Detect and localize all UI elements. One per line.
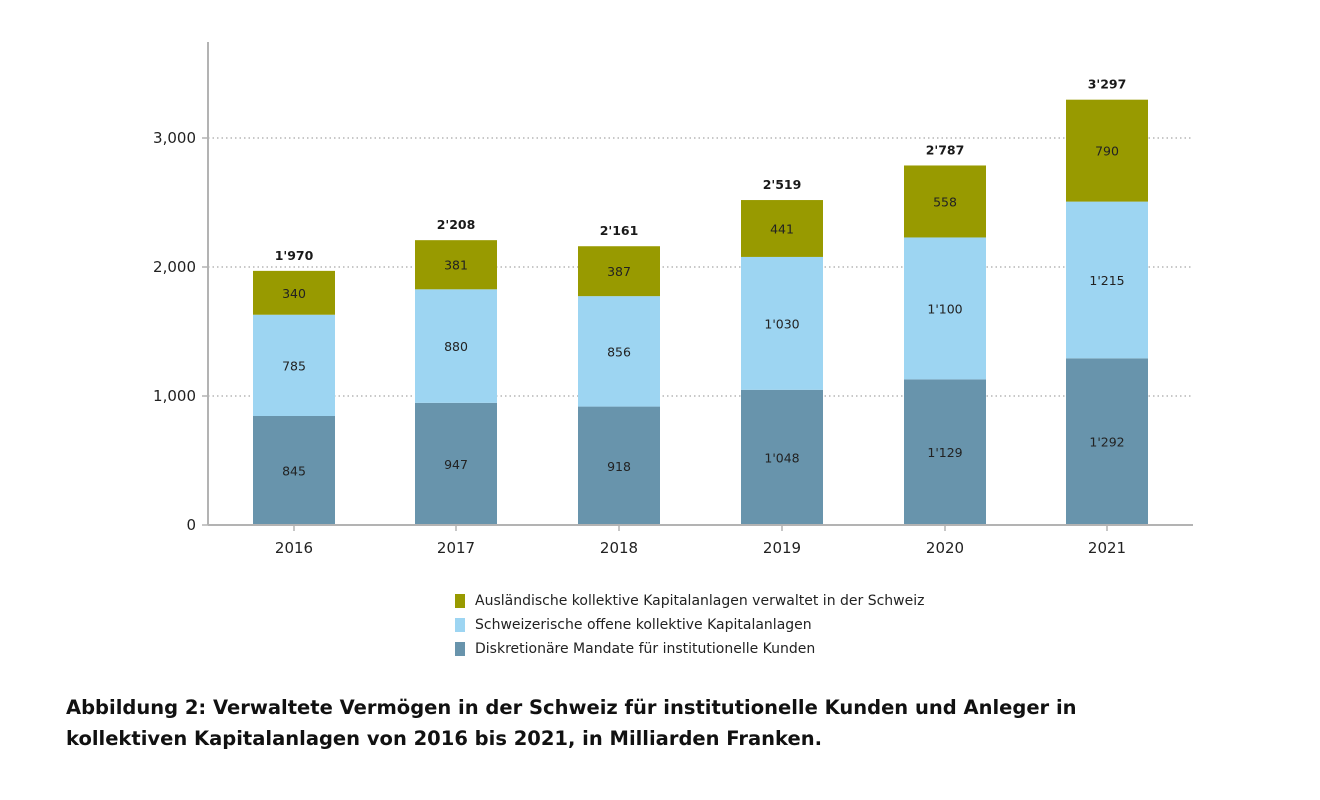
legend-label: Diskretionäre Mandate für institutionell… [475, 641, 816, 657]
legend: Ausländische kollektive Kapitalanlagen v… [455, 589, 924, 661]
gridlines [208, 137, 1193, 397]
segment-value-label: 947 [444, 457, 468, 472]
segment-value-label: 790 [1095, 144, 1119, 159]
bar-segment [578, 406, 660, 525]
total-value-label: 3'297 [1088, 77, 1127, 92]
legend-swatch [455, 594, 465, 608]
legend-label: Ausländische kollektive Kapitalanlagen v… [475, 593, 925, 609]
segment-value-label: 1'292 [1089, 435, 1124, 450]
total-value-label: 1'970 [275, 248, 314, 263]
figure-caption: Abbildung 2: Verwaltete Vermögen in der … [66, 692, 1266, 754]
bar-segment [578, 246, 660, 297]
labels: 0 1,000 2,000 3,000 845 785 340 1'970 2016 947 880… [153, 77, 1126, 557]
caption-line-2: kollektiven Kapitalanlagen von 2016 bis … [66, 727, 822, 750]
x-tick-label: 2016 [275, 539, 313, 557]
caption-line-1: Abbildung 2: Verwaltete Vermögen in der … [66, 696, 1077, 719]
segment-value-label: 441 [770, 221, 794, 236]
total-value-label: 2'787 [926, 142, 965, 157]
segment-value-label: 785 [282, 358, 306, 373]
segment-value-label: 387 [607, 264, 631, 279]
legend-item: Schweizerische offene kollektive Kapital… [455, 613, 924, 637]
segment-value-label: 918 [607, 459, 631, 474]
segment-value-label: 558 [933, 194, 957, 209]
segment-value-label: 1'129 [927, 445, 962, 460]
total-value-label: 2'161 [600, 223, 639, 238]
bar-segment [1066, 358, 1148, 525]
y-tick-label: 3,000 [153, 129, 196, 147]
bar-segment [741, 256, 823, 390]
bar-segment [415, 289, 497, 403]
bar-segment [415, 402, 497, 525]
bar-segment [904, 165, 986, 238]
legend-item: Diskretionäre Mandate für institutionell… [455, 637, 924, 661]
bar-segment [741, 389, 823, 525]
segment-value-label: 1'030 [764, 316, 799, 331]
segment-value-label: 845 [282, 463, 306, 478]
bar-segment [253, 415, 335, 525]
segment-value-label: 880 [444, 339, 468, 354]
segment-value-label: 340 [282, 286, 306, 301]
segment-value-label: 1'100 [927, 301, 962, 316]
bars [253, 99, 1148, 525]
total-value-label: 2'519 [763, 177, 802, 192]
legend-swatch [455, 642, 465, 656]
y-tick-label: 1,000 [153, 387, 196, 405]
x-tick-label: 2020 [926, 539, 964, 557]
legend-item: Ausländische kollektive Kapitalanlagen v… [455, 589, 924, 613]
y-tick-label: 2,000 [153, 258, 196, 276]
bar-segment [578, 296, 660, 407]
x-tick-label: 2018 [600, 539, 638, 557]
x-tick-label: 2019 [763, 539, 801, 557]
segment-value-label: 1'215 [1089, 273, 1124, 288]
bar-segment [1066, 99, 1148, 202]
bar-segment [253, 270, 335, 315]
legend-swatch [455, 618, 465, 632]
legend-label: Schweizerische offene kollektive Kapital… [475, 617, 812, 633]
total-value-label: 2'208 [437, 217, 476, 232]
bar-segment [253, 314, 335, 416]
bar-segment [415, 240, 497, 290]
axes [202, 42, 1193, 531]
bar-segment [904, 237, 986, 380]
segment-value-label: 381 [444, 258, 468, 273]
segment-value-label: 1'048 [764, 450, 799, 465]
x-tick-label: 2017 [437, 539, 475, 557]
segment-value-label: 856 [607, 344, 631, 359]
y-tick-label: 0 [186, 516, 196, 534]
bar-segment [904, 379, 986, 525]
bar-segment [1066, 201, 1148, 359]
bar-segment [741, 200, 823, 257]
x-tick-label: 2021 [1088, 539, 1126, 557]
stacked-bar-chart: 0 1,000 2,000 3,000 845 785 340 1'970 2016 947 880… [153, 42, 1193, 557]
